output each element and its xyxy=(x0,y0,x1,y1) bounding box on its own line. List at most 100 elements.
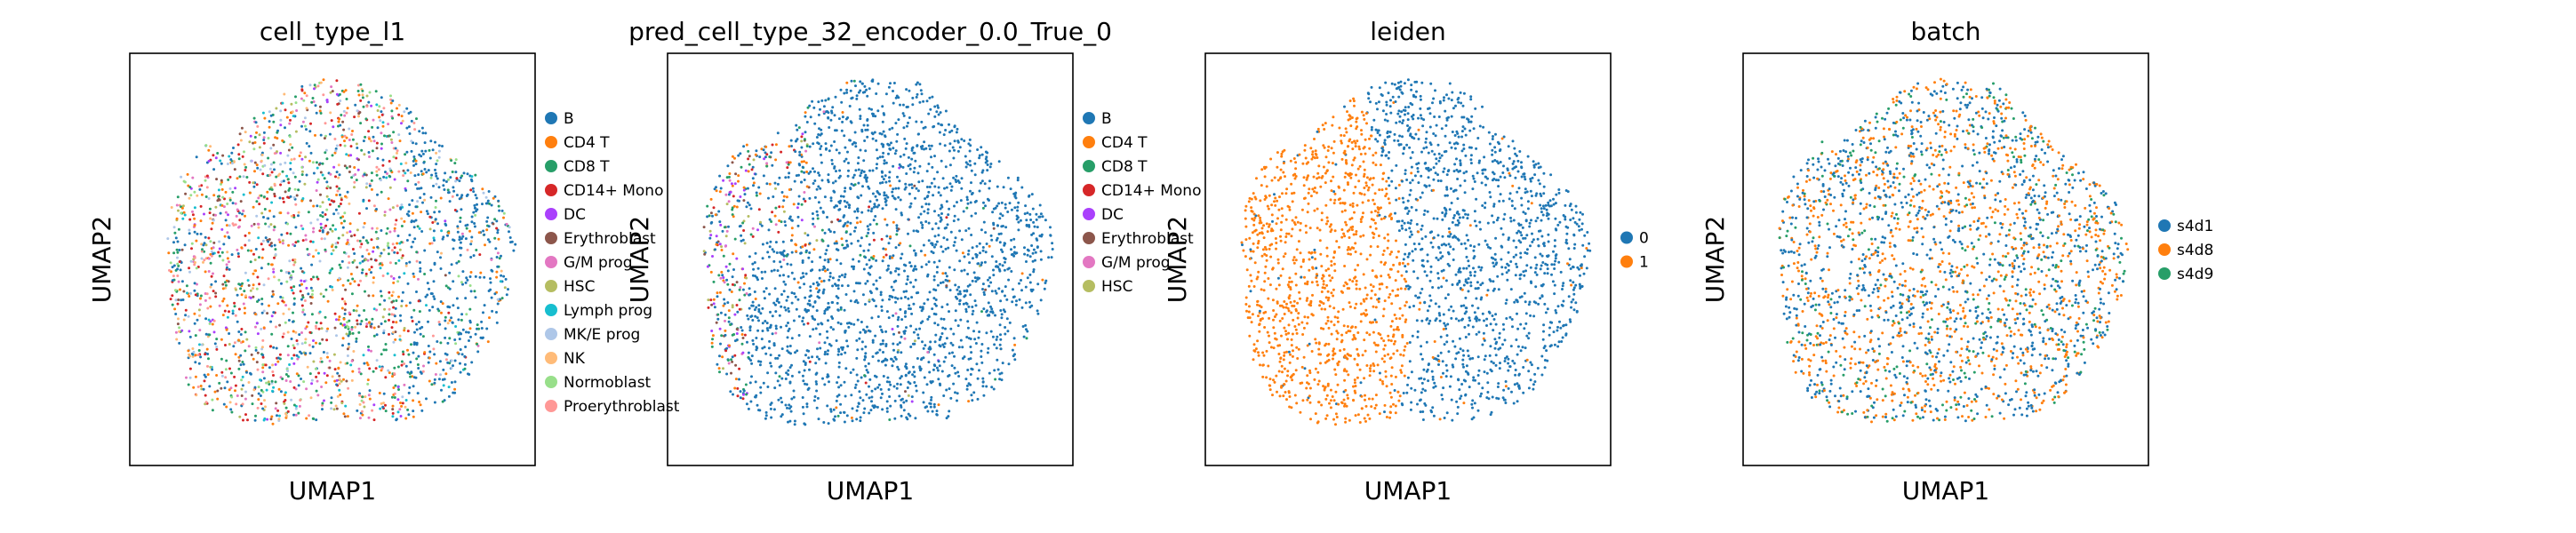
scatter-point xyxy=(391,116,395,120)
scatter-point xyxy=(378,392,381,394)
scatter-point xyxy=(884,363,887,367)
scatter-point xyxy=(326,185,330,188)
scatter-point xyxy=(292,346,296,350)
scatter-point xyxy=(735,328,739,330)
scatter-point xyxy=(300,342,304,346)
scatter-point xyxy=(452,391,455,394)
scatter-point xyxy=(468,229,472,233)
scatter-point xyxy=(360,148,364,152)
scatter-point xyxy=(910,312,914,315)
scatter-point xyxy=(247,231,251,235)
scatter-point xyxy=(199,232,203,235)
scatter-point xyxy=(849,371,852,374)
scatter-point xyxy=(995,338,998,341)
scatter-point xyxy=(338,117,341,121)
scatter-point xyxy=(859,396,862,400)
scatter-point xyxy=(261,248,265,251)
scatter-point xyxy=(240,293,244,297)
scatter-point xyxy=(774,206,778,210)
scatter-point xyxy=(926,410,930,413)
scatter-point xyxy=(915,267,918,271)
scatter-point xyxy=(1049,226,1052,229)
scatter-point xyxy=(865,369,868,372)
scatter-point xyxy=(261,366,265,370)
scatter-point xyxy=(300,352,303,355)
scatter-point xyxy=(852,368,855,371)
scatter-point xyxy=(896,382,900,386)
scatter-point xyxy=(961,346,964,349)
scatter-point xyxy=(204,394,207,397)
scatter-point xyxy=(929,380,932,384)
scatter-point xyxy=(813,179,817,182)
scatter-point xyxy=(289,143,292,147)
scatter-point xyxy=(1287,323,1291,327)
scatter-point xyxy=(1332,323,1336,327)
scatter-point xyxy=(402,353,405,356)
scatter-point xyxy=(818,268,821,272)
scatter-point xyxy=(379,266,382,270)
scatter-point xyxy=(852,141,856,144)
scatter-point xyxy=(879,293,883,297)
scatter-point xyxy=(195,394,198,397)
scatter-point xyxy=(751,262,755,266)
scatter-point xyxy=(920,357,924,361)
scatter-point xyxy=(984,231,988,235)
scatter-point xyxy=(197,349,201,352)
scatter-point xyxy=(318,259,322,263)
scatter-point xyxy=(1024,204,1028,208)
scatter-point xyxy=(788,145,791,148)
scatter-point xyxy=(813,318,817,322)
scatter-point xyxy=(347,255,350,259)
scatter-point xyxy=(292,330,295,333)
scatter-point xyxy=(754,274,757,278)
scatter-point xyxy=(731,155,734,158)
scatter-point xyxy=(877,203,881,207)
scatter-point xyxy=(286,330,290,334)
scatter-point xyxy=(742,188,746,192)
scatter-point xyxy=(892,314,895,317)
scatter-point xyxy=(341,344,344,347)
scatter-point xyxy=(747,407,750,410)
scatter-point xyxy=(293,187,297,191)
scatter-point xyxy=(912,229,916,233)
scatter-point xyxy=(952,156,956,160)
scatter-point xyxy=(780,401,784,404)
scatter-point xyxy=(820,322,824,326)
scatter-point xyxy=(446,322,450,325)
scatter-point xyxy=(861,399,865,402)
scatter-point xyxy=(817,133,820,136)
scatter-point xyxy=(904,362,908,366)
scatter-point xyxy=(874,115,877,118)
scatter-point xyxy=(747,215,750,218)
scatter-point xyxy=(736,394,740,398)
scatter-point xyxy=(1044,282,1047,284)
scatter-point xyxy=(461,235,465,238)
scatter-point xyxy=(1006,176,1010,179)
scatter-point xyxy=(473,225,476,228)
scatter-point xyxy=(321,408,324,411)
scatter-point xyxy=(767,196,770,200)
scatter-point xyxy=(802,316,805,320)
scatter-point xyxy=(348,332,351,336)
scatter-point xyxy=(737,174,740,178)
scatter-point xyxy=(176,302,180,306)
scatter-point xyxy=(277,418,281,421)
scatter-point xyxy=(788,345,792,347)
scatter-point xyxy=(350,328,354,331)
scatter-point xyxy=(1440,394,1444,397)
scatter-point xyxy=(261,355,265,359)
scatter-point xyxy=(329,172,332,176)
scatter-point xyxy=(963,355,966,359)
scatter-point xyxy=(474,296,477,299)
scatter-point xyxy=(399,206,403,210)
scatter-point xyxy=(888,171,892,174)
scatter-point xyxy=(958,259,962,263)
scatter-point xyxy=(760,338,764,341)
scatter-point xyxy=(316,84,320,88)
scatter-point xyxy=(312,418,316,420)
scatter-point xyxy=(339,216,342,219)
scatter-point xyxy=(961,251,964,255)
scatter-point xyxy=(247,381,251,384)
scatter-point xyxy=(908,205,912,209)
scatter-point xyxy=(793,277,796,281)
